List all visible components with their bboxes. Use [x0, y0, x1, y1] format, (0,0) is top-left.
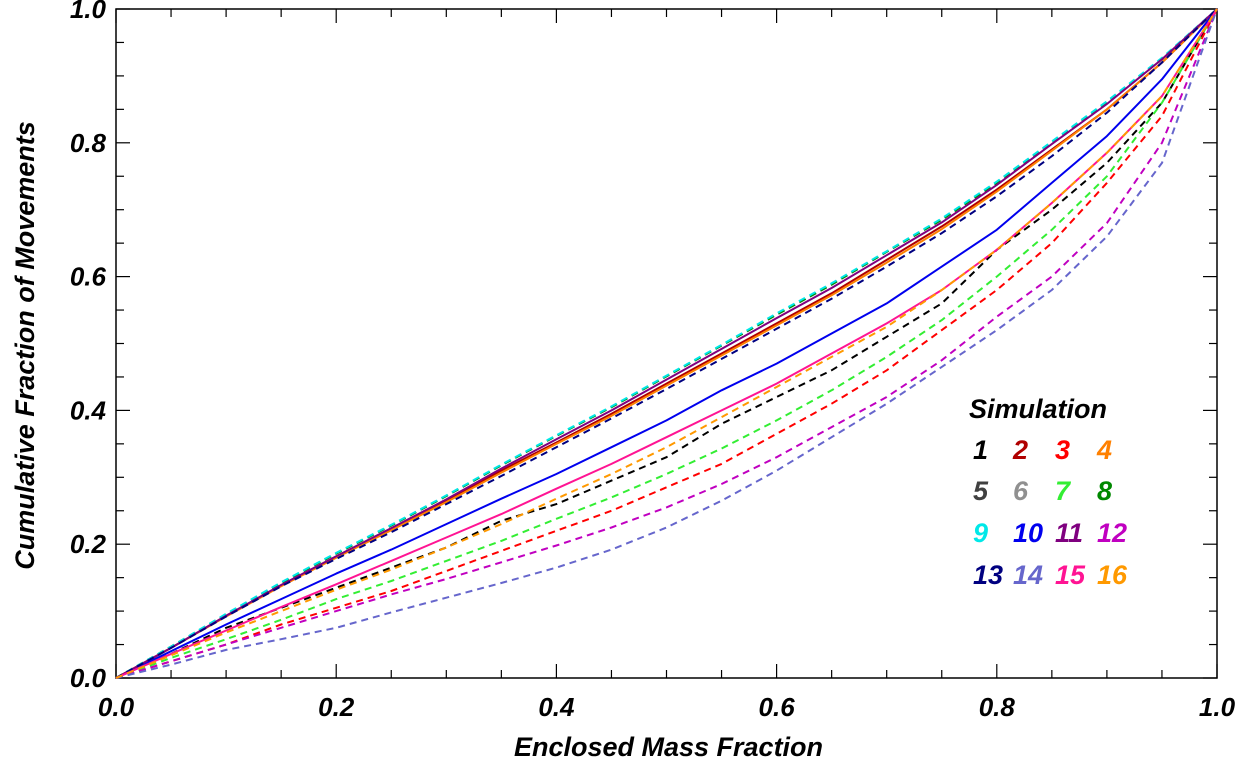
x-tick-label: 0.8	[979, 692, 1016, 722]
legend-entry-1: 1	[973, 435, 988, 465]
y-tick-label: 0.6	[70, 262, 107, 292]
x-tick-label: 1.0	[1199, 692, 1236, 722]
series-line-11	[115, 8, 1218, 679]
legend-entry-11: 11	[1055, 518, 1083, 548]
series-line-6	[115, 8, 1218, 679]
legend-title: Simulation	[969, 394, 1107, 424]
legend-entry-14: 14	[1013, 560, 1043, 590]
series-line-10	[115, 8, 1218, 679]
legend-entry-4: 4	[1096, 435, 1112, 465]
y-tick-label: 0.8	[70, 128, 107, 158]
y-axis-title: Cumulative Fraction of Movements	[10, 121, 40, 570]
x-axis-title: Enclosed Mass Fraction	[514, 732, 823, 762]
series-line-12	[115, 8, 1218, 679]
legend-entry-3: 3	[1055, 435, 1070, 465]
legend-entry-5: 5	[973, 476, 989, 506]
series-line-7	[115, 8, 1218, 679]
x-tick-label: 0.4	[538, 692, 575, 722]
series-line-9	[115, 8, 1218, 679]
series-line-13	[115, 8, 1218, 679]
plot-frame	[115, 8, 1218, 679]
series-line-15	[115, 8, 1218, 679]
x-tick-label: 0.2	[318, 692, 355, 722]
series-lines	[115, 8, 1218, 679]
series-line-8	[115, 8, 1218, 679]
y-tick-label: 1.0	[70, 0, 107, 24]
series-line-3	[115, 8, 1218, 679]
legend-entry-12: 12	[1097, 518, 1127, 548]
series-line-16	[115, 8, 1218, 679]
legend-entry-7: 7	[1055, 476, 1072, 506]
x-tick-label: 0.6	[759, 692, 796, 722]
y-tick-label: 0.2	[70, 529, 107, 559]
legend-entry-6: 6	[1013, 476, 1029, 506]
legend-entry-2: 2	[1012, 435, 1028, 465]
series-line-14	[115, 8, 1218, 679]
legend-entry-15: 15	[1055, 560, 1086, 590]
y-tick-label: 0.0	[70, 663, 107, 693]
legend-entry-13: 13	[973, 560, 1003, 590]
legend-entry-16: 16	[1097, 560, 1128, 590]
series-line-5	[115, 8, 1218, 679]
legend-entry-10: 10	[1013, 518, 1043, 548]
series-line-4	[115, 8, 1218, 679]
axes: 0.0 0.2 0.4 0.6 0.8 1.0 0.0 0.2 0.4 0.6 0.8 1.0	[70, 0, 1236, 722]
legend-entry-8: 8	[1097, 476, 1112, 506]
x-tick-label: 0.0	[98, 692, 135, 722]
series-line-1	[115, 8, 1218, 679]
series-line-2	[115, 8, 1218, 679]
legend-entry-9: 9	[973, 518, 988, 548]
y-tick-label: 0.4	[70, 395, 107, 425]
